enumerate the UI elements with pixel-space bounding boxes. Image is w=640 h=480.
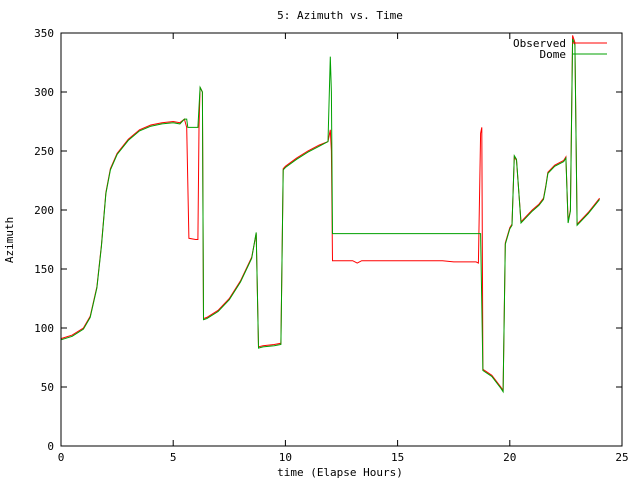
x-tick-label: 15 <box>391 451 404 464</box>
series-line-observed <box>60 35 600 393</box>
legend-label-observed: Observed <box>513 37 566 50</box>
chart-title: 5: Azimuth vs. Time <box>277 9 403 22</box>
y-tick-label: 100 <box>34 322 54 335</box>
x-axis-label: time (Elapse Hours) <box>277 466 403 479</box>
y-tick-label: 200 <box>34 204 54 217</box>
x-tick-label: 0 <box>58 451 65 464</box>
series-layer <box>60 35 600 394</box>
y-axis-label: Azimuth <box>3 217 16 263</box>
y-tick-label: 250 <box>34 145 54 158</box>
y-tick-label: 350 <box>34 27 54 40</box>
series-line-dome <box>60 38 600 394</box>
y-tick-label: 50 <box>41 381 54 394</box>
y-tick-label: 300 <box>34 86 54 99</box>
y-tick-label: 150 <box>34 263 54 276</box>
x-tick-label: 20 <box>503 451 516 464</box>
x-tick-label: 25 <box>615 451 628 464</box>
x-tick-label: 5 <box>170 451 177 464</box>
legend-label-dome: Dome <box>540 48 567 61</box>
y-tick-label: 0 <box>47 440 54 453</box>
x-tick-label: 10 <box>279 451 292 464</box>
plot-frame <box>60 32 623 447</box>
